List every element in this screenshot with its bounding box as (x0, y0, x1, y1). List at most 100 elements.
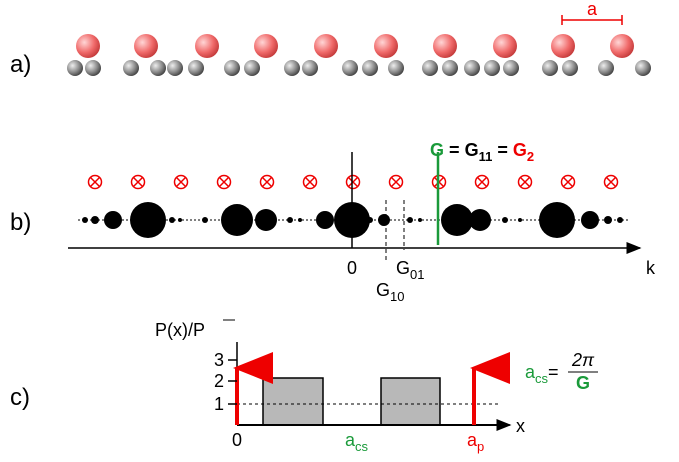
adsorbate-atom (195, 34, 219, 58)
atom-chain (67, 34, 651, 76)
substrate-atom (244, 60, 260, 76)
spot (407, 217, 413, 223)
adsorbate-atom (254, 34, 278, 58)
equals: = (497, 140, 508, 160)
acs-sub: cs (355, 439, 369, 454)
spot (378, 214, 390, 226)
spot (169, 217, 175, 223)
y-label: P(x)/P (155, 320, 205, 340)
g11-sub: 11 (479, 149, 493, 164)
cross (521, 178, 530, 187)
adsorbate-atom (433, 34, 457, 58)
cross-row (89, 176, 618, 189)
adsorbate-atom (551, 34, 575, 58)
cross (607, 178, 616, 187)
substrate-atom (362, 60, 378, 76)
adsorbate-atom (610, 34, 634, 58)
lhs-sub: cs (535, 371, 549, 386)
substrate-atom (123, 60, 139, 76)
acs-label: acs (345, 430, 369, 454)
cross (177, 178, 186, 187)
adsorbate-atom (134, 34, 158, 58)
spot (91, 216, 99, 224)
adsorbate-atom (76, 34, 100, 58)
pore-block (263, 378, 323, 425)
equation: G = G11 = G2 (430, 140, 534, 165)
substrate-atom (464, 60, 480, 76)
spot (418, 218, 422, 222)
spot (581, 211, 599, 229)
adsorbate-atom (493, 34, 517, 58)
substrate-atom (150, 60, 166, 76)
spot (441, 204, 473, 236)
axis-label: k (646, 258, 656, 278)
panel-label: b) (10, 209, 31, 236)
y-tick-label: 3 (214, 350, 224, 370)
g2-sub: 2 (527, 149, 534, 164)
g: G (430, 140, 444, 160)
substrate-atom (442, 60, 458, 76)
spot (316, 211, 334, 229)
cross (392, 178, 401, 187)
spot (82, 217, 88, 223)
ap-label: ap (467, 430, 484, 454)
cross (134, 178, 143, 187)
cross (478, 178, 487, 187)
substrate-atom (542, 60, 558, 76)
period-label: a (587, 0, 598, 19)
substrate-atom (503, 60, 519, 76)
substrate-atom (224, 60, 240, 76)
equals: = (449, 140, 460, 160)
substrate-atom (67, 60, 83, 76)
spot (469, 209, 491, 231)
panel-label: c) (10, 384, 30, 411)
adsorbate-atom (314, 34, 338, 58)
cross (263, 178, 272, 187)
y-ticks: 32 1 (214, 350, 237, 414)
substrate-atom (188, 60, 204, 76)
spot (287, 217, 293, 223)
spot (104, 211, 122, 229)
substrate-atom (484, 60, 500, 76)
g01-base: G (396, 258, 410, 278)
substrate-atom (167, 60, 183, 76)
spot (518, 218, 522, 222)
equals: = (548, 362, 559, 382)
cross (220, 178, 229, 187)
g10-base: G (376, 280, 390, 300)
substrate-atom (562, 60, 578, 76)
x-label: x (516, 416, 525, 436)
substrate-atom (422, 60, 438, 76)
spot (255, 209, 277, 231)
denominator: G (576, 373, 590, 393)
substrate-atom (635, 60, 651, 76)
substrate-atom (388, 60, 404, 76)
x-origin: 0 (232, 430, 242, 450)
substrate-atom (302, 60, 318, 76)
spot (298, 218, 302, 222)
g01-label: G01 (396, 258, 424, 282)
ap-sub: p (477, 439, 484, 454)
spot (617, 217, 623, 223)
substrate-atom (85, 60, 101, 76)
g01-sub: 01 (410, 267, 424, 282)
substrate-atom (598, 60, 614, 76)
y-tick-label: 1 (214, 394, 224, 414)
spot (502, 217, 508, 223)
cross (91, 178, 100, 187)
adsorbate-atom (374, 34, 398, 58)
g10-label: G10 (376, 280, 404, 304)
spot (202, 217, 208, 223)
formula-lhs: acs= (525, 362, 559, 386)
y-tick-label: 2 (214, 371, 224, 391)
substrate-atom (342, 60, 358, 76)
substrate-atom (284, 60, 300, 76)
spot (178, 218, 182, 222)
g11: G (465, 140, 479, 160)
g10-sub: 10 (390, 289, 404, 304)
spot (539, 202, 575, 238)
figure: a) a b) G = G11 = G2 0 G01 G10 k c) P(x)… (0, 0, 679, 457)
spot (221, 204, 253, 236)
spot (130, 202, 166, 238)
cross (349, 178, 358, 187)
